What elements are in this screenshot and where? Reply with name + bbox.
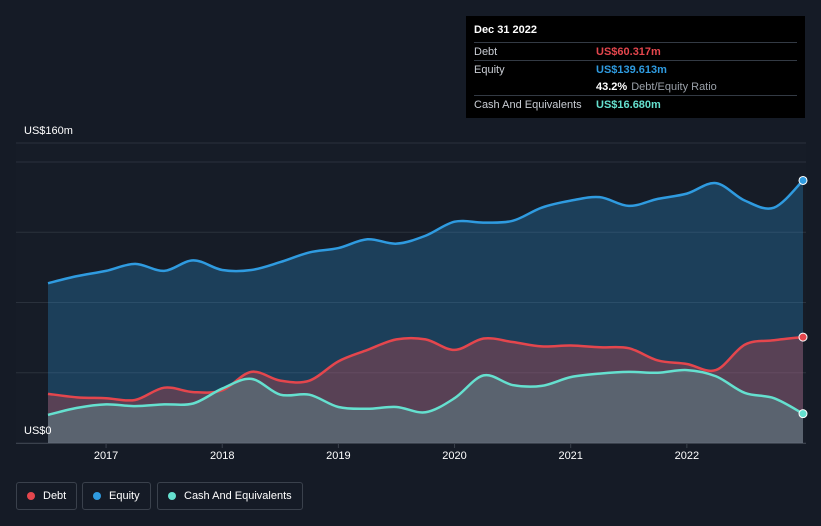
tooltip-ratio-row: 43.2% Debt/Equity Ratio: [474, 78, 797, 95]
tooltip: Dec 31 2022 Debt US$60.317m Equity US$13…: [466, 16, 805, 118]
debt-dot-icon: [27, 492, 35, 500]
tooltip-cash-label: Cash And Equivalents: [474, 98, 582, 111]
tooltip-ratio-label: Debt/Equity Ratio: [631, 80, 717, 93]
cash-and-equivalents-line: [47, 368, 804, 417]
equity-dot-icon: [93, 492, 101, 500]
debt-area: [48, 337, 803, 443]
legend-cash-label: Cash And Equivalents: [184, 490, 292, 502]
tooltip-ratio-value: 43.2%: [596, 80, 628, 93]
legend-cash[interactable]: Cash And Equivalents: [157, 482, 303, 510]
tooltip-date: Dec 31 2022: [474, 24, 537, 36]
equity-endpoint: [798, 175, 808, 185]
equity-line: [47, 179, 804, 285]
tooltip-equity-label: Equity: [474, 63, 505, 76]
legend-equity-label: Equity: [109, 490, 140, 502]
x-tick-2019: 2019: [326, 450, 351, 462]
tooltip-debt-label: Debt: [474, 45, 498, 58]
x-tick-2021: 2021: [558, 450, 583, 462]
tooltip-debt-row: Debt US$60.317m: [474, 42, 797, 60]
debt-endpoint: [798, 332, 808, 342]
debt-line: [47, 335, 804, 402]
tooltip-equity-value: US$139.613m: [596, 63, 667, 76]
y-tick-top: US$160m: [24, 125, 73, 137]
x-tick-2018: 2018: [209, 450, 235, 462]
cash-and-equivalents-area: [48, 370, 803, 443]
y-tick-bottom: US$0: [24, 425, 52, 437]
cash-dot-icon: [168, 492, 176, 500]
tooltip-debt-value: US$60.317m: [596, 45, 661, 58]
equity-area: [48, 180, 803, 444]
tooltip-cash-row: Cash And Equivalents US$16.680m: [474, 95, 797, 113]
legend-equity[interactable]: Equity: [82, 482, 151, 510]
x-tick-2022: 2022: [674, 450, 700, 462]
tooltip-cash-value: US$16.680m: [596, 98, 661, 111]
tooltip-equity-row: Equity US$139.613m: [474, 60, 797, 78]
legend-debt[interactable]: Debt: [16, 482, 78, 510]
legend-debt-label: Debt: [43, 490, 67, 502]
x-tick-2017: 2017: [93, 450, 119, 462]
x-tick-2020: 2020: [442, 450, 467, 462]
cash-and-equivalents-endpoint: [798, 409, 808, 419]
